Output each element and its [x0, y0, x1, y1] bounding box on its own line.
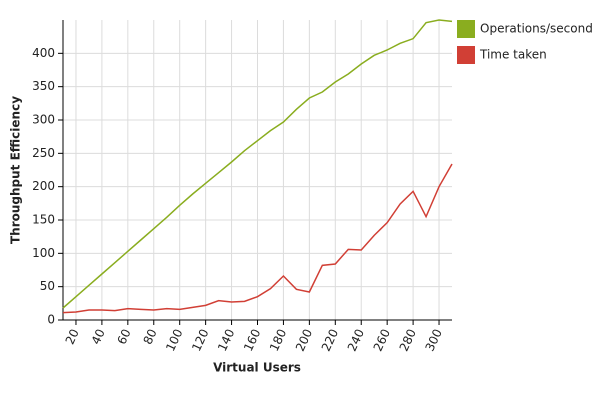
y-tick-label: 50	[40, 279, 55, 293]
x-tick-label: 200	[293, 327, 315, 354]
y-tick-label: 250	[32, 146, 55, 160]
y-tick-label: 300	[32, 113, 55, 127]
y-tick-label: 350	[32, 79, 55, 93]
y-tick-label: 400	[32, 46, 55, 60]
series-line	[62, 163, 453, 314]
x-tick-label: 300	[423, 327, 445, 354]
x-tick-label: 220	[319, 327, 341, 354]
x-tick-label: 240	[345, 327, 367, 354]
x-tick-label: 280	[397, 327, 419, 354]
series-line	[62, 19, 453, 309]
x-tick-label: 160	[241, 327, 263, 354]
x-tick-label: 260	[371, 327, 393, 354]
x-tick-label: 20	[63, 327, 82, 347]
x-tick-label: 80	[141, 327, 160, 347]
legend-swatch	[457, 20, 475, 38]
x-tick-label: 100	[163, 327, 185, 354]
legend-swatch	[457, 46, 475, 64]
x-axis-title: Virtual Users	[213, 361, 301, 375]
x-tick-label: 140	[215, 327, 237, 354]
x-tick-label: 60	[115, 327, 134, 347]
y-tick-label: 150	[32, 213, 55, 227]
x-tick-label: 120	[189, 327, 211, 354]
x-tick-label: 180	[267, 327, 289, 354]
legend-label: Operations/second	[480, 22, 593, 36]
legend-label: Time taken	[479, 48, 547, 62]
x-tick-label: 40	[89, 327, 108, 347]
y-tick-label: 100	[32, 246, 55, 260]
y-axis-title: Throughput Efficiency	[9, 96, 23, 244]
y-tick-label: 200	[32, 179, 55, 193]
y-tick-label: 0	[47, 313, 55, 327]
